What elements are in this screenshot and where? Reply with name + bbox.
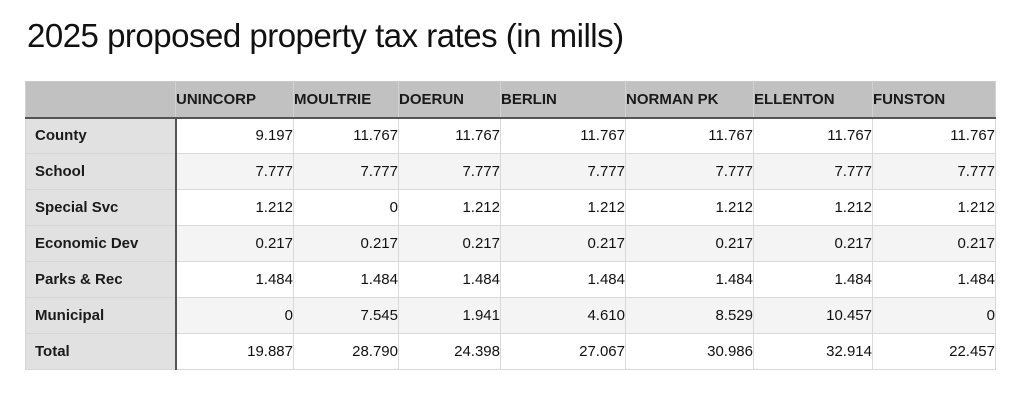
table-cell: 10.457 — [753, 297, 873, 334]
column-header-berlin: BERLIN — [500, 81, 626, 118]
table-cell: 7.777 — [398, 153, 501, 190]
table-cell: 24.398 — [398, 333, 501, 370]
row-label-special-svc: Special Svc — [25, 189, 177, 226]
table-cell: 11.767 — [872, 117, 996, 154]
table-cell: 1.484 — [753, 261, 873, 298]
row-label-school: School — [25, 153, 177, 190]
table-row-special-svc: Special Svc 1.212 0 1.212 1.212 1.212 1.212 1.2… — [25, 189, 996, 226]
table-cell: 30.986 — [625, 333, 754, 370]
table-cell: 19.887 — [175, 333, 294, 370]
table-cell: 0 — [175, 297, 294, 334]
table-cell: 1.484 — [398, 261, 501, 298]
table-header: UNINCORP MOULTRIE DOERUN BERLIN NORMAN PK ELL… — [25, 81, 996, 118]
table-cell: 1.484 — [175, 261, 294, 298]
table-row-parks-rec: Parks & Rec 1.484 1.484 1.484 1.484 1.484 1.48… — [25, 261, 996, 298]
table-cell: 7.777 — [175, 153, 294, 190]
table-row-economic-dev: Economic Dev 0.217 0.217 0.217 0.217 0.217 0.2… — [25, 225, 996, 262]
column-header-unincorp: UNINCORP — [175, 81, 294, 118]
table-cell: 11.767 — [753, 117, 873, 154]
row-label-county: County — [25, 117, 177, 154]
table-cell: 1.484 — [293, 261, 399, 298]
table-cell: 7.777 — [753, 153, 873, 190]
table-cell: 9.197 — [175, 117, 294, 154]
table-cell: 1.484 — [500, 261, 626, 298]
table-cell: 0.217 — [175, 225, 294, 262]
table-cell: 0 — [293, 189, 399, 226]
table-cell: 7.777 — [872, 153, 996, 190]
table-row-total: Total 19.887 28.790 24.398 27.067 30.986 32.91… — [25, 333, 996, 370]
table-cell: 1.484 — [625, 261, 754, 298]
table-body: County 9.197 11.767 11.767 11.767 11.767 11.76… — [25, 117, 996, 370]
table-cell: 11.767 — [398, 117, 501, 154]
table-cell: 0.217 — [753, 225, 873, 262]
row-label-municipal: Municipal — [25, 297, 177, 334]
table-row-county: County 9.197 11.767 11.767 11.767 11.767 11.76… — [25, 117, 996, 154]
table-cell: 0.217 — [500, 225, 626, 262]
column-header-doerun: DOERUN — [398, 81, 501, 118]
row-label-economic-dev: Economic Dev — [25, 225, 177, 262]
table-cell: 11.767 — [293, 117, 399, 154]
table-cell: 28.790 — [293, 333, 399, 370]
table-cell: 1.212 — [175, 189, 294, 226]
table-cell: 22.457 — [872, 333, 996, 370]
table-cell: 7.545 — [293, 297, 399, 334]
column-header-moultrie: MOULTRIE — [293, 81, 399, 118]
table-row-municipal: Municipal 0 7.545 1.941 4.610 8.529 10.457 0 — [25, 297, 996, 334]
corner-cell — [25, 81, 176, 118]
table-cell: 1.212 — [753, 189, 873, 226]
table-cell: 0.217 — [293, 225, 399, 262]
table-cell: 11.767 — [500, 117, 626, 154]
table-cell: 0.217 — [625, 225, 754, 262]
table-cell: 1.212 — [398, 189, 501, 226]
table-cell: 0.217 — [872, 225, 996, 262]
table-cell: 7.777 — [625, 153, 754, 190]
table-cell: 0 — [872, 297, 996, 334]
table-cell: 1.212 — [625, 189, 754, 226]
row-label-total: Total — [25, 333, 177, 370]
tax-rates-table: UNINCORP MOULTRIE DOERUN BERLIN NORMAN PK ELL… — [25, 81, 996, 370]
column-header-ellenton: ELLENTON — [753, 81, 873, 118]
table-cell: 1.212 — [500, 189, 626, 226]
table-cell: 4.610 — [500, 297, 626, 334]
table-cell: 1.941 — [398, 297, 501, 334]
header-row: UNINCORP MOULTRIE DOERUN BERLIN NORMAN PK ELL… — [25, 81, 996, 118]
column-header-norman-pk: NORMAN PK — [625, 81, 754, 118]
table-cell: 8.529 — [625, 297, 754, 334]
column-header-funston: FUNSTON — [872, 81, 996, 118]
table-cell: 7.777 — [293, 153, 399, 190]
table-cell: 1.484 — [872, 261, 996, 298]
row-label-parks-rec: Parks & Rec — [25, 261, 177, 298]
table-row-school: School 7.777 7.777 7.777 7.777 7.777 7.777 7.77… — [25, 153, 996, 190]
table-cell: 7.777 — [500, 153, 626, 190]
table-cell: 1.212 — [872, 189, 996, 226]
page-title: 2025 proposed property tax rates (in mil… — [27, 17, 624, 54]
table-cell: 11.767 — [625, 117, 754, 154]
table-cell: 0.217 — [398, 225, 501, 262]
table-cell: 32.914 — [753, 333, 873, 370]
table-cell: 27.067 — [500, 333, 626, 370]
